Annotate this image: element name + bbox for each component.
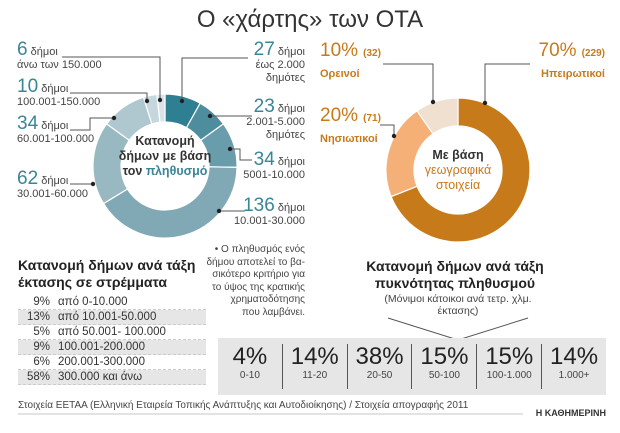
donut-title-main: Με βάση bbox=[432, 148, 484, 162]
donut-title-highlight: γεωγραφικά στοιχεία bbox=[424, 163, 492, 192]
table-row: 9% από 0-10.000 bbox=[18, 295, 206, 310]
table-row: 13% από 10.001-50.000 bbox=[18, 310, 206, 325]
donut-slice bbox=[416, 97, 459, 135]
density-cell: 15% 50-100 bbox=[411, 344, 476, 389]
footer-divider bbox=[18, 413, 523, 415]
donut-title-main: Κατανομή δήμων με βάση τον bbox=[118, 134, 212, 178]
geography-donut bbox=[385, 97, 531, 243]
density-cell: 14% 1.000+ bbox=[541, 344, 606, 389]
density-cell: 4% 0-10 bbox=[232, 343, 268, 382]
label-60001-100000: 34 δήμοι 60.001-100.000 bbox=[17, 113, 95, 145]
density-cell: 14% 11-20 bbox=[281, 344, 347, 389]
density-cell: 15% 100-1.000 bbox=[476, 344, 541, 389]
label-2001-5000: 23 δήμοι 2.001-5.000 δημότες bbox=[246, 96, 305, 141]
donut-title-highlight: πληθυσμό bbox=[145, 164, 208, 178]
source-footer: Στοιχεία ΕΕΤΑΑ (Ελληνική Εταιρεία Τοπική… bbox=[18, 400, 469, 411]
geography-donut-title: Με βάση γεωγραφικά στοιχεία bbox=[408, 148, 508, 193]
donut-slice bbox=[102, 166, 238, 239]
table-row: 6% 200.001-300.000 bbox=[18, 355, 206, 370]
label-10001-30000: 136 δήμοι 10.001-30.000 bbox=[234, 195, 305, 227]
table-row: 58% 300.000 και άνω bbox=[18, 370, 206, 385]
label-over-150000: 6 δήμοι άνω των 150.000 bbox=[17, 39, 102, 71]
table-row: 5% από 50.001- 100.000 bbox=[18, 325, 206, 340]
label-up-to-2000: 27 δήμοι έως 2.000 δημότες bbox=[253, 39, 305, 84]
brand-logo: Η ΚΑΘΗΜΕΡΙΝΗ bbox=[535, 408, 606, 418]
donut-slice bbox=[390, 97, 531, 243]
population-donut bbox=[92, 93, 238, 239]
area-table-title: Κατανομή δήμων ανά τάξη έκτασης σε στρέμ… bbox=[18, 257, 196, 290]
density-box: 4% 0-10 14% 11-20 38% 20-50 15% 50-100 15% 10… bbox=[218, 338, 606, 395]
label-island: 20% (71) Νησιωτικοί bbox=[320, 105, 381, 145]
label-mountain: 10% (32) Ορεινοί bbox=[320, 40, 381, 80]
leader-dots bbox=[90, 97, 488, 214]
page-title: Ο «χάρτης» των ΟΤΑ bbox=[196, 6, 424, 33]
population-note: • Ο πληθυσμός ενός δήμου αποτελεί το βα-σ… bbox=[206, 244, 305, 318]
population-donut-title: Κατανομή δήμων με βάση τον πληθυσμό bbox=[115, 134, 215, 179]
density-cell: 38% 20-50 bbox=[346, 344, 412, 389]
table-row: 9% 100.001-200.000 bbox=[18, 340, 206, 355]
density-subtitle: (Μόνιμοι κάτοικοι ανά τετρ. χλμ. έκτασης… bbox=[384, 293, 532, 317]
density-title: Κατανομή δήμων ανά τάξη πυκνότητας πληθυ… bbox=[366, 258, 544, 291]
label-mainland: 70% (229) Ηπειρωτικοί bbox=[538, 40, 605, 80]
label-100001-150000: 10 δήμοι 100.001-150.000 bbox=[17, 76, 101, 108]
label-5001-10000: 34 δήμοι 5001-10.000 bbox=[243, 149, 305, 181]
label-30001-60000: 62 δήμοι 30.001-60.000 bbox=[17, 168, 88, 200]
area-table: 9% από 0-10.000 13% από 10.001-50.000 5% απ… bbox=[18, 295, 206, 385]
